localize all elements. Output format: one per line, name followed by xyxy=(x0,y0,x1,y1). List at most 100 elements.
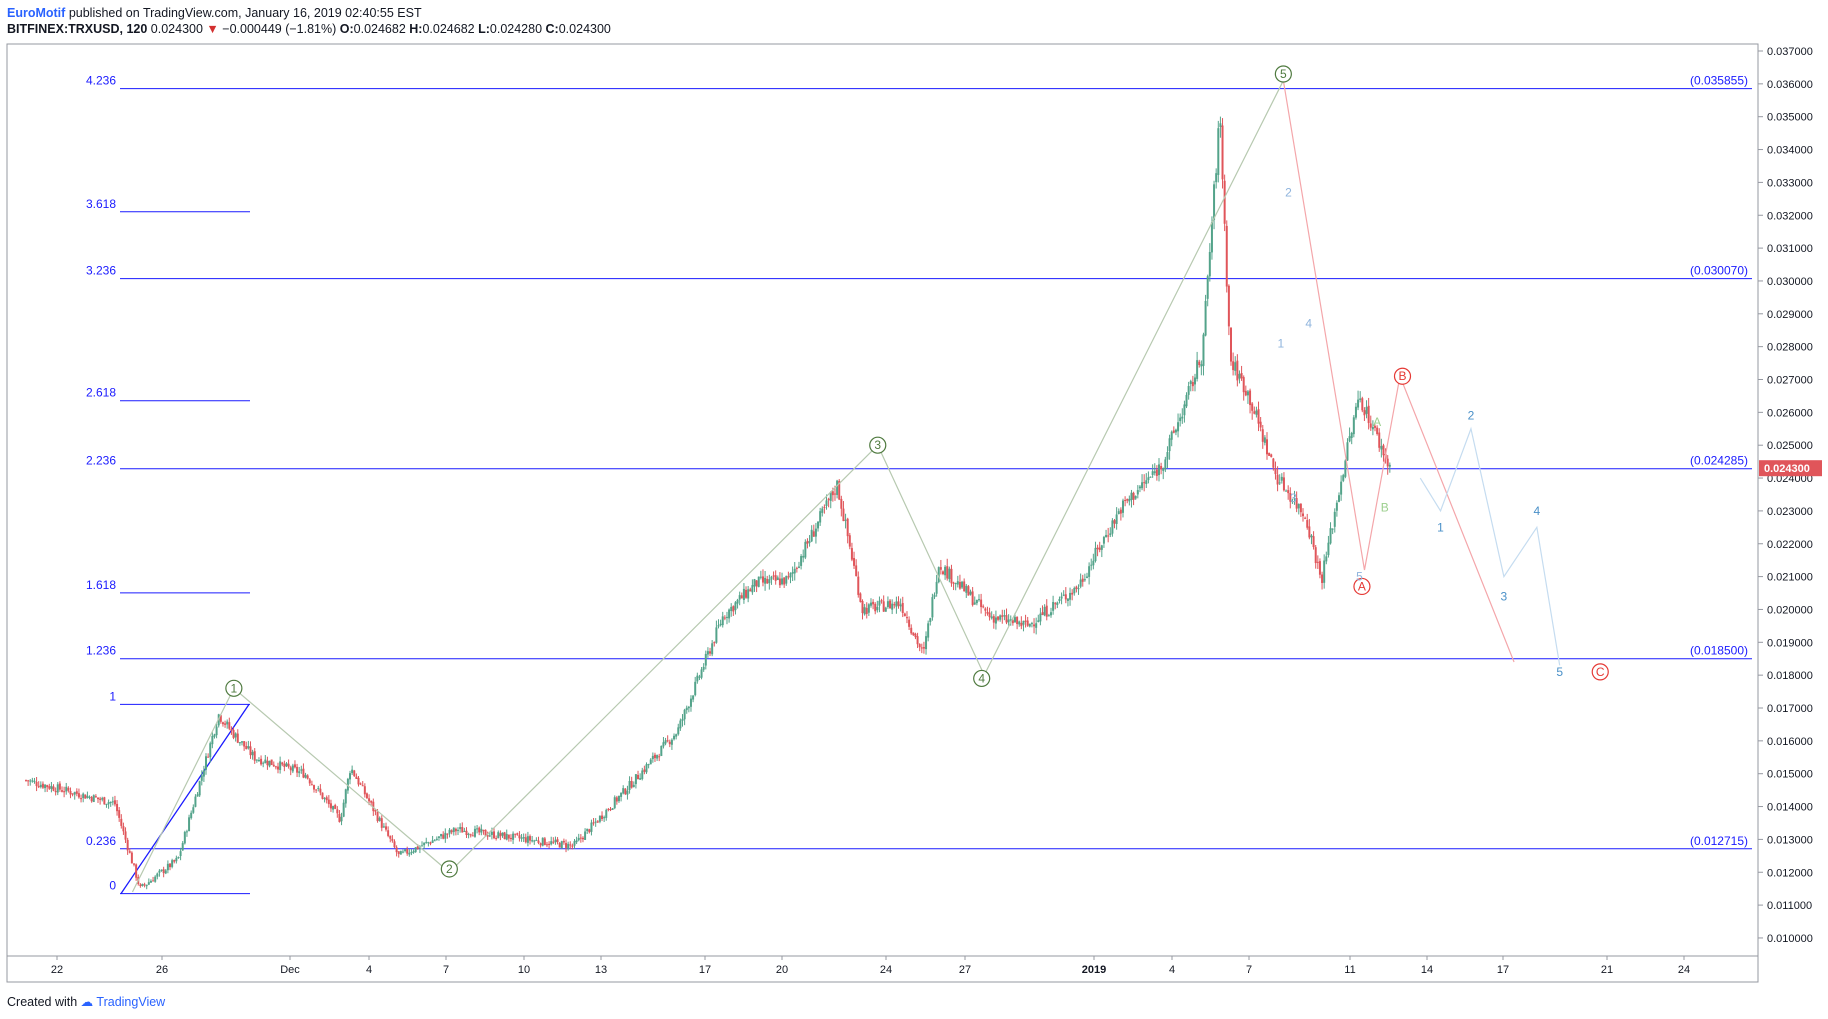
candle-body xyxy=(376,811,379,822)
candle-body xyxy=(927,623,930,638)
candle-body xyxy=(389,835,392,839)
candle-body xyxy=(869,602,872,606)
candle-body xyxy=(914,633,917,638)
candle-body xyxy=(1107,535,1110,537)
time-tick-label: 24 xyxy=(1678,964,1690,976)
candle-body xyxy=(908,619,911,627)
candle-body xyxy=(1145,480,1148,484)
candle-body xyxy=(279,761,282,771)
candle-body xyxy=(802,555,805,558)
price-tick-label: 0.019000 xyxy=(1767,637,1813,649)
candle-body xyxy=(302,768,305,778)
candle-body xyxy=(1141,482,1144,489)
candle-body xyxy=(761,576,764,583)
candle-body xyxy=(44,784,47,789)
candle-body xyxy=(1295,498,1298,509)
candle-body xyxy=(493,831,496,839)
wave-label: 1 xyxy=(1437,520,1444,534)
candle-body xyxy=(332,806,335,810)
candle-body xyxy=(1325,556,1328,562)
candle-body xyxy=(1371,426,1374,430)
candle-body xyxy=(874,603,877,612)
time-tick-label: 27 xyxy=(959,964,971,976)
candle-body xyxy=(967,586,970,596)
candle-body xyxy=(152,880,155,882)
candle-body xyxy=(1007,619,1010,623)
tradingview-brand-link[interactable]: TradingView xyxy=(96,995,166,1009)
candle-body xyxy=(747,589,750,599)
candle-body xyxy=(850,548,853,560)
candle-body xyxy=(719,623,722,626)
candle-body xyxy=(1276,474,1279,485)
candle-body xyxy=(357,777,360,785)
candle-body xyxy=(1115,514,1118,524)
candle-body xyxy=(442,834,445,839)
plot-frame xyxy=(6,43,1759,957)
candle-body xyxy=(842,508,845,522)
wave-label: C xyxy=(1596,665,1605,679)
candle-body xyxy=(90,797,93,802)
candle-body xyxy=(270,759,273,765)
candle-body xyxy=(1147,477,1150,481)
candle-body xyxy=(130,852,133,864)
candle-body xyxy=(736,599,739,604)
candle-body xyxy=(861,600,864,614)
candle-body xyxy=(1179,417,1182,422)
candle-body xyxy=(77,793,80,798)
candle-body xyxy=(937,567,940,583)
candle-body xyxy=(1293,498,1296,500)
candle-body xyxy=(709,651,712,654)
candle-body xyxy=(1278,482,1281,484)
candle-body xyxy=(694,681,697,696)
candle-body xyxy=(480,828,483,833)
price-tick-label: 0.037000 xyxy=(1767,46,1813,58)
candle-body xyxy=(1041,612,1044,615)
ohlc-high-label: H: xyxy=(409,22,423,36)
candle-body xyxy=(327,799,330,805)
candle-body xyxy=(592,822,595,824)
candle-body xyxy=(283,763,286,768)
price-tick-label: 0.014000 xyxy=(1767,802,1813,814)
wave-label: 4 xyxy=(1534,504,1541,518)
candle-body xyxy=(1219,123,1222,128)
author-link[interactable]: EuroMotif xyxy=(7,6,66,20)
candle-body xyxy=(374,810,377,812)
candle-body xyxy=(821,508,824,513)
candle-body xyxy=(1344,460,1347,477)
candle-body xyxy=(1348,436,1351,442)
candle-body xyxy=(247,746,250,749)
candle-body xyxy=(355,776,358,779)
candle-body xyxy=(1052,602,1055,611)
candle-body xyxy=(884,607,887,612)
candle-body xyxy=(1183,404,1186,416)
candle-body xyxy=(651,755,654,760)
candle-body xyxy=(846,518,849,537)
candle-body xyxy=(579,837,582,839)
candle-body xyxy=(1354,406,1357,418)
candle-body xyxy=(291,765,294,772)
candle-body xyxy=(1054,603,1057,605)
candle-body xyxy=(793,568,796,574)
price-tick-label: 0.031000 xyxy=(1767,243,1813,255)
candle-body xyxy=(1323,560,1326,583)
candle-body xyxy=(1352,417,1355,435)
candle-body xyxy=(558,842,561,848)
candle-body xyxy=(257,759,260,761)
candle-body xyxy=(1213,184,1216,220)
candle-body xyxy=(1234,362,1237,371)
candle-body xyxy=(560,841,563,849)
time-tick-label: 10 xyxy=(518,964,530,976)
wave-path-main-green xyxy=(131,80,1284,893)
candle-body xyxy=(435,838,438,840)
candle-body xyxy=(533,840,536,842)
candle-body xyxy=(745,589,748,598)
candle-body xyxy=(1134,496,1137,499)
candle-body xyxy=(116,803,119,812)
fib-ratio-label: 1.618 xyxy=(86,578,116,592)
candle-body xyxy=(903,613,906,617)
candle-body xyxy=(1022,620,1025,625)
wave-label: 3 xyxy=(874,438,881,452)
time-tick-label: 2019 xyxy=(1082,964,1106,976)
candle-body xyxy=(878,600,881,606)
